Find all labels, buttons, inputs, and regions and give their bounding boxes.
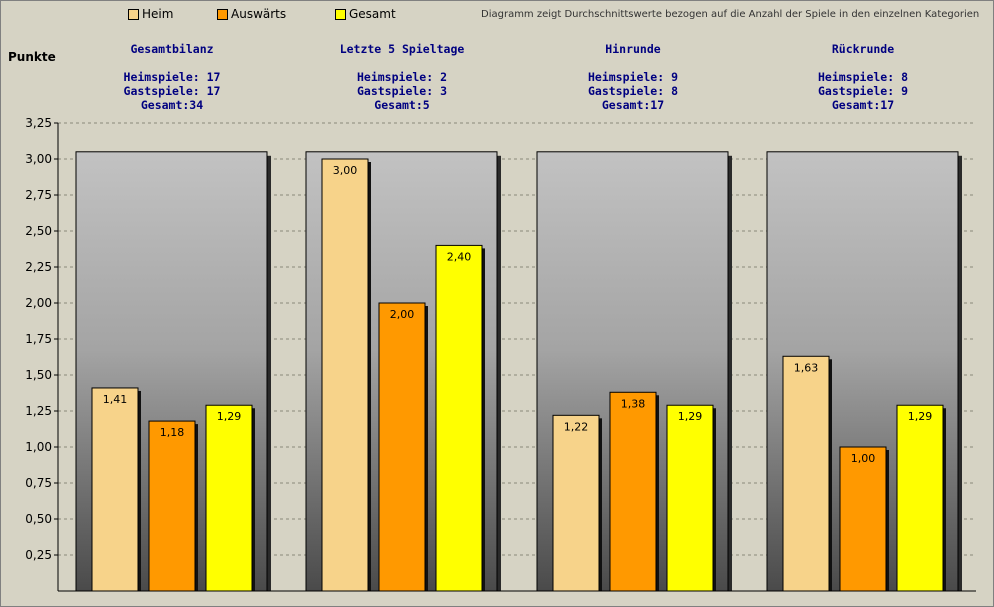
y-tick-label: 2,00 xyxy=(25,296,52,310)
group-gastspiele: Gastspiele: 3 xyxy=(356,84,447,98)
data-label: 2,40 xyxy=(447,250,472,263)
legend-label-gesamt: Gesamt xyxy=(349,7,396,21)
legend-swatch-heim xyxy=(128,8,139,20)
data-label: 1,38 xyxy=(621,397,646,410)
bar-heim xyxy=(321,158,369,592)
group-gesamt: Gesamt:17 xyxy=(831,98,895,112)
y-tick-label: 0,50 xyxy=(25,512,52,526)
y-tick-label: 0,75 xyxy=(25,476,52,490)
group-heimspiele: Heimspiele: 2 xyxy=(356,70,447,84)
data-label: 1,00 xyxy=(851,452,876,465)
legend-item-gesamt: Gesamt xyxy=(335,7,396,21)
group-heimspiele: Heimspiele: 8 xyxy=(817,70,908,84)
group-gesamt: Gesamt:5 xyxy=(374,98,430,112)
bar-gesamt xyxy=(666,404,714,592)
bar-auswaerts xyxy=(609,391,657,592)
data-label: 1,63 xyxy=(794,361,819,374)
bar-heim xyxy=(552,414,600,592)
data-label: 1,29 xyxy=(678,410,703,423)
legend-swatch-auswaerts xyxy=(217,8,228,20)
group-gastspiele: Gastspiele: 9 xyxy=(817,84,908,98)
data-label: 2,00 xyxy=(390,308,415,321)
group-gesamt: Gesamt:34 xyxy=(140,98,204,112)
y-tick-label: 3,25 xyxy=(25,116,52,130)
group-header-2: Hinrunde Heimspiele: 9 Gastspiele: 8 Ges… xyxy=(523,42,743,112)
legend-item-heim: Heim xyxy=(128,7,173,21)
data-label: 1,41 xyxy=(103,393,128,406)
y-tick-label: 2,25 xyxy=(25,260,52,274)
group-title: Rückrunde xyxy=(831,42,895,56)
group-header-0: Gesamtbilanz Heimspiele: 17 Gastspiele: … xyxy=(62,42,282,112)
group-title: Gesamtbilanz xyxy=(130,42,214,56)
y-tick-label: 3,00 xyxy=(25,152,52,166)
data-label: 3,00 xyxy=(333,164,358,177)
legend-swatch-gesamt xyxy=(335,8,346,20)
data-label: 1,18 xyxy=(160,426,185,439)
group-gesamt: Gesamt:17 xyxy=(601,98,665,112)
y-tick-label: 1,50 xyxy=(25,368,52,382)
bar-auswaerts xyxy=(148,420,196,592)
group-header-3: Rückrunde Heimspiele: 8 Gastspiele: 9 Ge… xyxy=(753,42,973,112)
group-heimspiele: Heimspiele: 9 xyxy=(587,70,678,84)
y-tick-label: 1,75 xyxy=(25,332,52,346)
bar-auswaerts xyxy=(378,302,426,592)
data-label: 1,29 xyxy=(217,410,242,423)
data-label: 1,29 xyxy=(908,410,933,423)
bar-gesamt xyxy=(435,244,483,592)
group-gastspiele: Gastspiele: 17 xyxy=(123,84,221,98)
legend-item-auswaerts: Auswärts xyxy=(217,7,286,21)
legend-label-heim: Heim xyxy=(142,7,174,21)
bar-heim xyxy=(91,387,139,592)
chart-note: Diagramm zeigt Durchschnittswerte bezoge… xyxy=(481,9,980,20)
group-title: Hinrunde xyxy=(605,42,661,56)
y-axis-label: Punkte xyxy=(8,50,56,64)
y-tick-label: 2,50 xyxy=(25,224,52,238)
bar-gesamt xyxy=(205,404,253,592)
bar-gesamt xyxy=(896,404,944,592)
legend-label-auswaerts: Auswärts xyxy=(231,7,287,21)
y-tick-label: 1,00 xyxy=(25,440,52,454)
y-tick-label: 1,25 xyxy=(25,404,52,418)
bar-heim xyxy=(782,355,830,592)
bar-auswaerts xyxy=(839,446,887,592)
group-gastspiele: Gastspiele: 8 xyxy=(587,84,678,98)
group-header-1: Letzte 5 Spieltage Heimspiele: 2 Gastspi… xyxy=(292,42,512,112)
y-tick-label: 2,75 xyxy=(25,188,52,202)
group-heimspiele: Heimspiele: 17 xyxy=(123,70,221,84)
group-title: Letzte 5 Spieltage xyxy=(339,42,465,56)
y-tick-label: 0,25 xyxy=(25,548,52,562)
data-label: 1,22 xyxy=(564,420,589,433)
